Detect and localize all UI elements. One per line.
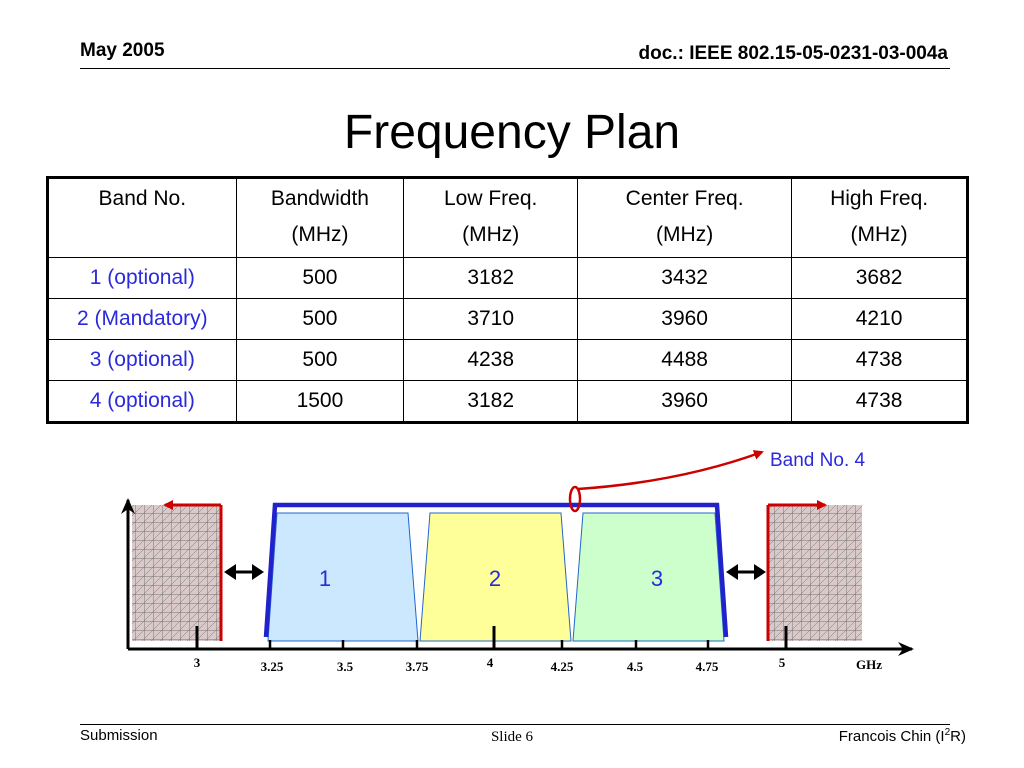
footer-author: Francois Chin (I2R) [838,727,966,745]
band-cell: 3 (optional) [47,339,237,381]
band-2-shape [419,512,572,642]
band-cell: 4 (optional) [47,380,237,423]
high-freq-cell: 4738 [791,380,968,423]
band-4-callout-arrow [577,450,764,491]
footer-submission: Submission [80,727,158,744]
tick-label-3-75: 3.75 [406,659,429,674]
table-row: 4 (optional) 1500 3182 3960 4738 [47,380,968,423]
bandwidth-cell: 500 [235,339,405,381]
lower-gap-double-arrow [224,564,264,580]
header-divider [80,68,950,69]
high-freq-cell: 4210 [791,298,968,340]
upper-gap-double-arrow [726,564,766,580]
band-4-callout-label: Band No. 4 [770,450,865,471]
tick-label-3: 3 [194,655,201,670]
band-cell: 2 (Mandatory) [47,298,237,340]
table-row: 1 (optional) 500 3182 3432 3682 [47,257,968,299]
bandwidth-cell: 500 [235,298,405,340]
header-band-no: Band No. [47,177,237,258]
low-freq-cell: 3182 [403,257,579,299]
header-bandwidth: Bandwidth (MHz) [235,177,405,258]
footer-divider [80,724,950,725]
tick-label-4-75: 4.75 [696,659,719,674]
frequency-table: Band No. Bandwidth (MHz) Low Freq. (MHz) C… [46,176,969,424]
slide-title: Frequency Plan [343,106,681,159]
table-row: 3 (optional) 500 4238 4488 4738 [47,339,968,381]
tick-label-4-5: 4.5 [627,659,644,674]
band-1-shape [267,512,419,642]
low-freq-cell: 4238 [403,339,579,381]
band-3-label: 3 [651,566,663,591]
footer-slide-number: Slide 6 [490,729,534,745]
center-freq-cell: 3432 [577,257,793,299]
low-freq-cell: 3182 [403,380,579,423]
upper-guard-region [768,505,862,641]
center-freq-cell: 3960 [577,380,793,423]
tick-label-5: 5 [779,655,786,670]
tick-label-4-25: 4.25 [551,659,574,674]
band-cell: 1 (optional) [47,257,237,299]
header-low-freq: Low Freq. (MHz) [403,177,579,258]
table-row: 2 (Mandatory) 500 3710 3960 4210 [47,298,968,340]
bandwidth-cell: 1500 [235,380,405,423]
header-date: May 2005 [80,40,165,61]
axis-unit-label: GHz [856,657,882,672]
band-3-shape [572,512,725,642]
high-freq-cell: 3682 [791,257,968,299]
tick-label-4: 4 [487,655,494,670]
table-header-row: Band No. Bandwidth (MHz) Low Freq. (MHz) C… [47,177,968,258]
band-4-callout-marker [568,485,582,513]
band-4-outline [263,502,729,638]
tick-label-3-5: 3.5 [337,659,354,674]
bandwidth-cell: 500 [235,257,405,299]
high-freq-cell: 4738 [791,339,968,381]
band-2-label: 2 [489,566,501,591]
lower-guard-region [132,505,221,641]
band-1-label: 1 [319,566,331,591]
header-doc-id: doc.: IEEE 802.15-05-0231-03-004a [638,43,948,64]
tick-label-3-25: 3.25 [261,659,284,674]
